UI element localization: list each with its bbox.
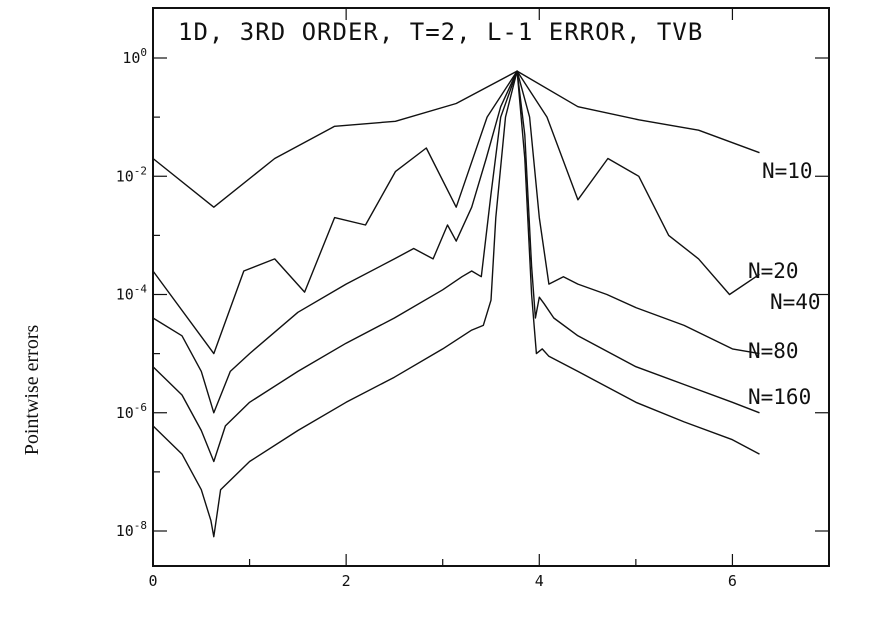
series-line-n-10 <box>152 70 760 208</box>
series-label: N=160 <box>748 385 811 409</box>
y-tick-label: 100 <box>122 46 147 67</box>
chart-title: 1D, 3RD ORDER, T=2, L-1 ERROR, TVB <box>178 18 703 46</box>
x-tick-label: 6 <box>728 572 737 590</box>
x-tick-label: 0 <box>148 572 157 590</box>
series-label: N=80 <box>748 339 799 363</box>
series-labels: N=10 N=20 N=40 N=80 N=160 <box>748 159 821 409</box>
series-label: N=20 <box>748 259 799 283</box>
series-line-n-80 <box>152 70 760 463</box>
series-line-n-40 <box>152 70 760 414</box>
y-axis-label: Pointwise errors <box>21 325 43 456</box>
axis-ticks: 0 2 4 6 100 10-2 10-4 10-6 10-8 <box>116 8 830 590</box>
y-tick-label: 10-6 <box>116 401 147 422</box>
y-tick-label: 10-8 <box>116 519 147 540</box>
x-tick-label: 4 <box>535 572 544 590</box>
series-line-n-160 <box>152 70 760 538</box>
y-tick-label: 10-2 <box>116 164 147 185</box>
y-tick-label: 10-4 <box>116 283 148 304</box>
series-label: N=40 <box>770 290 821 314</box>
x-tick-label: 2 <box>342 572 351 590</box>
series-group <box>152 70 760 538</box>
series-line-n-20 <box>152 70 760 355</box>
plot-frame <box>152 7 830 567</box>
series-label: N=10 <box>762 159 813 183</box>
